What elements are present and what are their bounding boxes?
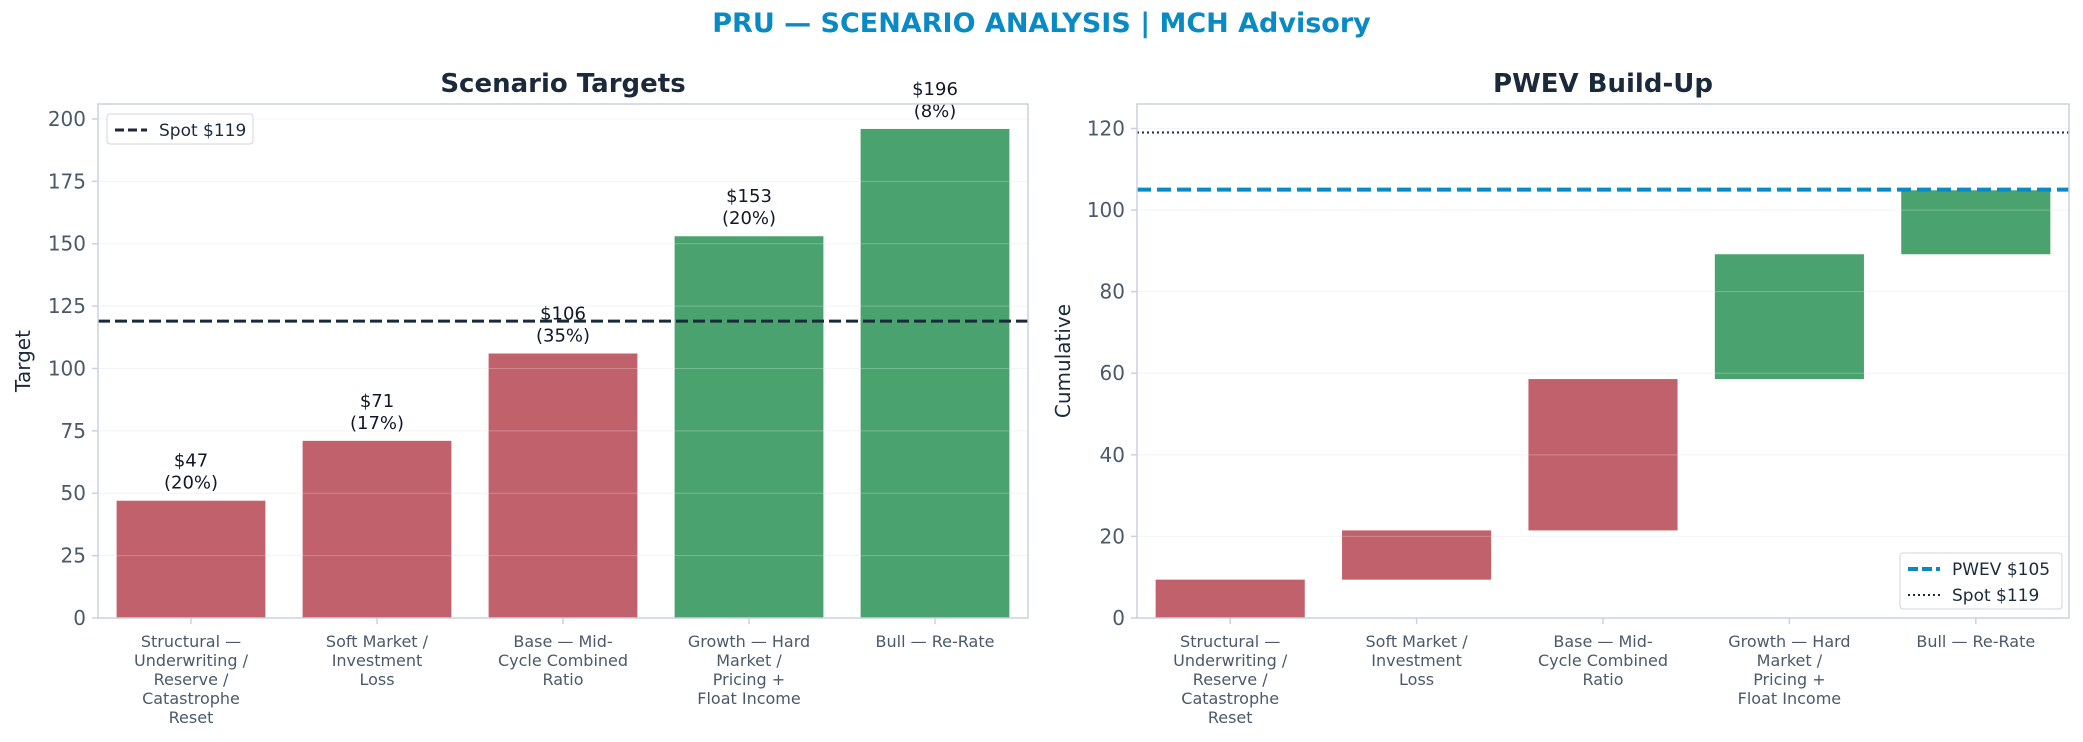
pwev-x-tick-label: Soft Market /: [1366, 632, 1469, 651]
pwev-x-tick-label: Catastrophe: [1181, 689, 1279, 708]
pwev-chart-title: PWEV Build-Up: [1493, 69, 1713, 99]
targets-x-tick-label: Reset: [169, 708, 214, 727]
pwev-x-tick-label: Loss: [1399, 670, 1434, 689]
pwev-x-tick-label: Investment: [1371, 651, 1462, 670]
pwev-bar: [1901, 190, 2051, 255]
pwev-bar: [1528, 379, 1678, 531]
targets-y-tick-label: 100: [48, 356, 86, 380]
targets-bar: [302, 440, 452, 618]
targets-x-tick-label: Ratio: [542, 670, 583, 689]
pwev-x-tick-label: Structural —: [1180, 632, 1280, 651]
pwev-x-tick-label: Pricing +: [1753, 670, 1825, 689]
pwev-y-tick-label: 100: [1087, 198, 1125, 222]
targets-data-label: (17%): [350, 413, 404, 434]
targets-x-tick-label: Catastrophe: [142, 689, 240, 708]
targets-chart-title: Scenario Targets: [440, 69, 685, 99]
targets-x-tick-label: Pricing +: [713, 670, 785, 689]
targets-data-label: (35%): [536, 326, 590, 347]
targets-legend-box: [106, 113, 254, 145]
targets-bar: [674, 236, 824, 618]
pwev-x-tick-label: Market /: [1757, 651, 1823, 670]
pwev-x-tick-label: Reset: [1208, 708, 1253, 727]
targets-x-tick-label: Bull — Re-Rate: [876, 632, 995, 651]
targets-data-label: $71: [360, 391, 394, 412]
pwev-legend-label: PWEV $105: [1952, 560, 2050, 580]
pwev-y-axis-label: Cumulative: [1051, 304, 1075, 418]
pwev-y-tick-label: 60: [1100, 361, 1125, 385]
targets-x-tick-label: Structural —: [141, 632, 241, 651]
pwev-bar: [1714, 254, 1864, 380]
pwev-x-tick-label: Bull — Re-Rate: [1916, 632, 2035, 651]
targets-x-tick-label: Cycle Combined: [498, 651, 628, 670]
pwev-y-tick-label: 40: [1100, 443, 1125, 467]
targets-data-label: (20%): [722, 208, 776, 229]
targets-x-tick-label: Base — Mid-: [513, 632, 612, 651]
targets-x-tick-label: Underwriting /: [134, 651, 249, 670]
targets-data-label: $196: [912, 79, 958, 100]
targets-y-tick-label: 0: [73, 606, 86, 630]
targets-y-tick-label: 200: [48, 107, 86, 131]
targets-data-label: $153: [726, 186, 772, 207]
targets-x-tick-label: Investment: [332, 651, 423, 670]
targets-bar: [116, 500, 266, 618]
pwev-bar: [1155, 579, 1305, 618]
targets-x-tick-label: Float Income: [697, 689, 800, 708]
pwev-y-tick-label: 20: [1100, 524, 1125, 548]
targets-x-tick-label: Reserve /: [154, 670, 229, 689]
pwev-x-tick-label: Ratio: [1582, 670, 1623, 689]
targets-y-tick-label: 175: [48, 169, 86, 193]
pwev-legend-box: [1899, 552, 2063, 610]
targets-legend-label: Spot $119: [159, 121, 246, 141]
pwev-y-tick-label: 80: [1100, 280, 1125, 304]
page-title: PRU — SCENARIO ANALYSIS | MCH Advisory: [712, 8, 1371, 39]
targets-bar: [488, 353, 638, 618]
pwev-bar: [1342, 530, 1492, 580]
pwev-y-tick-label: 0: [1112, 606, 1125, 630]
targets-x-tick-label: Loss: [359, 670, 394, 689]
pwev-y-tick-label: 120: [1087, 116, 1125, 140]
targets-x-tick-label: Soft Market /: [326, 632, 429, 651]
pwev-x-tick-label: Base — Mid-: [1553, 632, 1652, 651]
pwev-x-tick-label: Cycle Combined: [1538, 651, 1668, 670]
targets-data-label: (20%): [164, 473, 218, 494]
targets-y-tick-label: 50: [61, 481, 86, 505]
pwev-plot-frame: [1136, 103, 2070, 619]
pwev-legend-label: Spot $119: [1952, 586, 2039, 606]
targets-data-label: $47: [174, 451, 208, 472]
pwev-x-tick-label: Underwriting /: [1173, 651, 1288, 670]
targets-data-label: $106: [540, 304, 586, 325]
targets-y-tick-label: 150: [48, 232, 86, 256]
pwev-x-tick-label: Reserve /: [1193, 670, 1268, 689]
pwev-x-tick-label: Growth — Hard: [1728, 632, 1850, 651]
pwev-x-tick-label: Float Income: [1738, 689, 1841, 708]
targets-y-tick-label: 25: [61, 544, 86, 568]
targets-data-label: (8%): [914, 101, 957, 122]
targets-x-tick-label: Market /: [716, 651, 782, 670]
targets-y-axis-label: Target: [11, 330, 35, 393]
targets-y-tick-label: 75: [61, 419, 86, 443]
targets-x-tick-label: Growth — Hard: [688, 632, 810, 651]
targets-bar: [860, 128, 1010, 618]
targets-y-tick-label: 125: [48, 294, 86, 318]
